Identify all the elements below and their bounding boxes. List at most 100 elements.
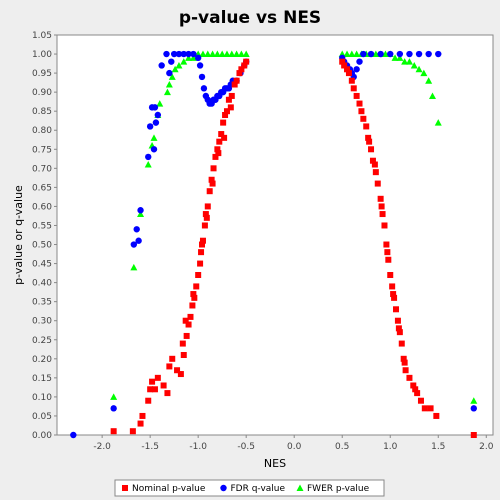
y-tick-label: 0.45 [32, 260, 52, 270]
nominal-p-value-point [203, 214, 210, 221]
fdr-q-value-point [415, 50, 423, 58]
y-tick-label: 0.55 [32, 221, 52, 231]
nominal-p-value-point [379, 211, 386, 218]
nominal-p-value-point [401, 359, 408, 366]
nominal-p-value-point [341, 62, 348, 69]
fdr-q-value-point [198, 73, 206, 81]
fwer-p-value-point [434, 119, 442, 126]
nominal-p-value-point [222, 112, 229, 118]
fwer-p-value-point [163, 88, 171, 96]
fwer-p-value-point [237, 50, 245, 58]
fwer-p-value-point [199, 50, 207, 58]
nominal-p-value-point [189, 302, 196, 309]
fwer-p-value-point [401, 58, 409, 65]
fwer-p-value-point [110, 393, 118, 400]
nominal-p-value-point [243, 58, 250, 65]
nominal-p-value-point [412, 386, 419, 393]
fdr-q-value-point [163, 50, 170, 58]
fwer-p-value-point [165, 81, 173, 88]
legend-box [114, 479, 385, 497]
fwer-p-value-point [185, 54, 193, 61]
fwer-p-value-point [242, 50, 250, 58]
nominal-p-value-point [166, 363, 173, 370]
fwer-p-value-legend-label: FWER p-value [307, 484, 370, 494]
fwer-p-value-point [348, 50, 356, 58]
fwer-p-value-point [156, 100, 164, 107]
nominal-p-value-point [174, 367, 181, 374]
nominal-p-value-point [410, 382, 417, 389]
fdr-q-value-point [353, 66, 360, 73]
fwer-p-value-point [372, 50, 380, 58]
x-tick-label: -2.0 [93, 442, 111, 452]
nominal-p-value-point [369, 157, 376, 164]
y-tick-label: 0.50 [32, 241, 52, 251]
nominal-p-value-point [145, 397, 152, 404]
nominal-p-value-point [377, 195, 384, 202]
nominal-p-value-point [470, 432, 477, 438]
nominal-p-value-point [348, 77, 355, 84]
fwer-p-value-point [410, 61, 418, 69]
nominal-p-value-point [214, 146, 221, 153]
fdr-q-value-point [152, 119, 160, 126]
y-tick-label: 0.80 [32, 126, 52, 136]
fdr-q-value-point [130, 241, 138, 248]
fdr-q-value-point [166, 69, 173, 77]
fdr-q-value-point [367, 50, 375, 58]
fdr-q-value-point [133, 226, 140, 233]
fwer-p-value-point [396, 54, 404, 61]
nominal-p-value-point [195, 272, 202, 278]
fwer-p-value-point [233, 50, 241, 58]
fwer-p-value-point [180, 58, 188, 65]
fdr-q-value-point [135, 237, 142, 244]
chart-title: p-value vs NES [179, 8, 321, 28]
y-tick-label: 0.10 [32, 393, 52, 403]
fwer-p-value-point [168, 73, 176, 80]
nominal-p-value-point [372, 169, 379, 176]
nominal-p-value-point [406, 374, 413, 381]
nominal-p-value-point [402, 367, 409, 374]
nominal-p-value-point [228, 92, 235, 99]
nominal-p-value-point [421, 405, 428, 412]
y-tick-label: 0.65 [32, 183, 52, 193]
x-tick-label: 0.0 [287, 442, 302, 452]
fdr-q-value-point [435, 50, 442, 58]
nominal-p-value-point [220, 119, 227, 126]
x-tick-label: 2.0 [479, 442, 494, 452]
nominal-p-value-point [199, 241, 206, 248]
y-tick-label: 0.20 [32, 355, 52, 365]
nominal-p-value-point [371, 161, 378, 168]
fdr-q-value-point [110, 405, 117, 412]
nominal-p-value-point [191, 294, 198, 301]
nominal-p-value-point [110, 428, 117, 435]
nominal-p-value-point [417, 397, 424, 404]
nominal-p-value-point [204, 203, 211, 210]
fwer-p-value-point [228, 50, 236, 58]
fwer-p-value-legend-marker [296, 484, 304, 491]
fwer-p-value-point [428, 92, 436, 99]
fdr-q-value-point [154, 111, 162, 119]
y-tick-label: 0.00 [32, 431, 52, 441]
nominal-p-value-point [360, 115, 367, 122]
fwer-p-value-point [130, 263, 138, 271]
fdr-q-value-point [194, 54, 202, 62]
x-tick-label: -1.5 [141, 442, 159, 452]
fdr-q-value-point [396, 50, 404, 58]
nominal-p-value-point [187, 313, 194, 320]
nominal-p-value-point [215, 150, 222, 157]
nominal-p-value-point [221, 134, 228, 141]
fdr-q-value-point [175, 50, 183, 58]
fwer-p-value-point [213, 50, 221, 58]
y-tick-label: 1.05 [32, 31, 52, 41]
fwer-p-value-point [218, 50, 226, 58]
nominal-p-value-point [206, 188, 213, 195]
fwer-p-value-point [223, 50, 231, 58]
nominal-p-value-point [339, 58, 346, 65]
nominal-p-value-point [209, 180, 216, 187]
nominal-p-value-point [129, 428, 136, 435]
nominal-p-value-point [180, 352, 187, 358]
nominal-p-value-point [389, 283, 396, 290]
nominal-p-value-point [201, 222, 208, 229]
nominal-p-value-point [344, 66, 351, 73]
x-tick-label: 1.0 [383, 442, 398, 452]
y-tick-label: 0.35 [32, 298, 52, 308]
